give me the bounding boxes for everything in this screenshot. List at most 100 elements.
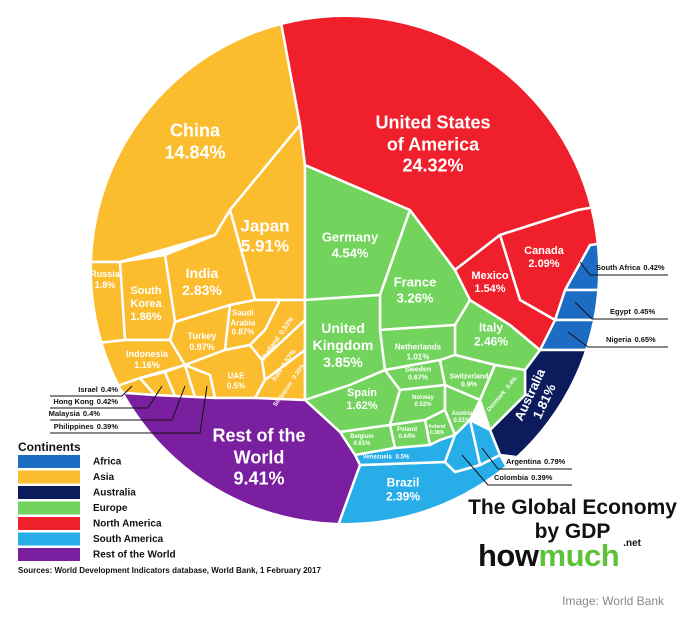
source: Sources: World Development Indicators da… [18,566,321,575]
cell-name: Brazil [386,475,420,490]
outside-label: Argentina 0.79% [506,457,566,466]
cell-value: 0.52% [414,402,432,408]
cell-name: Switzerland [449,373,489,381]
cell-name: Egypt [610,307,631,316]
leader-line [579,261,668,276]
cell-value: 1.8% [94,280,116,290]
cell-name: South Africa [596,263,641,272]
cell-label: Belgium0.61% [347,434,377,448]
cell-label: Poland0.64% [392,427,422,441]
cell-value: 0.67% [408,375,428,382]
cell-value: 0.45% [634,307,656,316]
cell-value: 0.42% [97,397,119,406]
cell-name: Philippines [54,422,94,431]
cell-value: 0.5% [226,381,246,390]
cell-label: Saudi Arabia0.87% [220,309,266,338]
cell-name: India [185,265,219,282]
cell-name: Colombia [494,473,529,482]
cell-value: 0.5% [395,454,410,461]
cell-label: Russia1.8% [87,269,123,291]
leader-line [50,385,186,421]
cell-name: UAE [227,371,245,381]
cell-value: 0.42% [643,263,665,272]
cell-name: Canada [524,244,564,257]
cell-name: Japan [240,216,290,236]
cell-name: Belgium [350,433,374,440]
cell-value: 0.79% [544,457,566,466]
cell-value: 0.9% [461,382,477,389]
cell [353,433,457,467]
cell-label: Indonesia1.16% [119,349,175,371]
leader-line [567,331,668,348]
cell-name: Mexico [471,269,509,282]
legend-label: South America [93,534,164,545]
cell-value: 24.32% [402,155,464,176]
cell-name: Argentina [506,457,542,466]
cell-name: Indonesia [125,349,168,360]
cell-value: 5.91% [240,237,290,256]
leader-line [50,385,133,397]
cell-value: 9.41% [233,468,285,489]
cell-label: Norway0.52% [403,395,443,409]
cell-name: Israel [78,385,98,394]
cell-label: India2.83% [172,265,232,299]
cell-value: 2.83% [182,282,222,298]
cell-label: China14.84% [145,120,245,163]
legend-title: Continents [18,440,81,454]
cell-label: United States of America24.32% [363,113,503,178]
cell-name: United States of America [375,112,491,155]
cell-value: 0.65% [634,335,656,344]
legend-label: Europe [93,503,128,514]
cell-label: United Kingdom3.85% [303,320,383,370]
cell-name: United Kingdom [312,319,374,353]
legend-label: Australia [93,488,136,499]
credit: Image: World Bank [562,594,664,608]
cell-value: 14.84% [164,142,226,162]
cell-name: France [393,274,437,290]
outside-label: Philippines 0.39% [54,422,119,431]
cell-label: Mexico1.54% [465,270,515,296]
outside-label: Hong Kong 0.42% [53,397,118,406]
cell-name: Netherlands [394,342,442,352]
cell-label: Ireland0.38% [425,424,449,436]
cell-value: 0.39% [97,422,119,431]
cell-value: 1.54% [474,283,506,295]
cell-value: 1.62% [346,400,378,412]
cell-value: 2.39% [385,490,421,504]
cell-label: Sweden0.67% [398,367,438,384]
legend-swatch [18,455,80,468]
legend-swatch [18,548,80,561]
cell-value: 0.39% [531,473,553,482]
legend-label: North America [93,519,162,530]
cell [453,233,557,352]
legend-label: Asia [93,472,115,483]
cell-name: Malaysia [49,409,81,418]
leader-line [481,447,572,470]
cell-value: 1.16% [134,360,160,370]
cell-label: Rest of the World9.41% [194,426,324,491]
outside-label: Colombia 0.39% [494,473,553,482]
cell-name: Hong Kong [53,397,94,406]
brand-second: much [538,538,620,573]
cell-name: Germany [321,229,379,245]
annotations: South Africa 0.42%Egypt 0.45%Nigeria 0.65%A… [18,261,668,561]
legend-swatch [18,501,80,515]
brand-suffix: .net [623,538,641,549]
legend-swatch [18,532,80,546]
cell-label: Brazil2.39% [381,476,426,505]
outside-label: Nigeria 0.65% [606,335,656,344]
leader-line [461,454,572,486]
cell-name: Rest of the World [212,425,306,468]
cell-label: Italy2.46% [469,321,514,350]
cell-name: Norway [412,394,434,401]
cell-value: 2.46% [473,335,509,349]
cell-label: Netherlands1.01% [390,342,446,361]
cell-label: Venezuela 0.5% [341,454,431,461]
legend-swatch [18,470,80,484]
cell-value: 1.01% [406,352,430,361]
cell-name: China [169,120,220,141]
cell-label: Switzerland0.9% [444,374,494,391]
cell-name: Austria [451,410,473,417]
cell-name: Turkey [187,331,217,342]
